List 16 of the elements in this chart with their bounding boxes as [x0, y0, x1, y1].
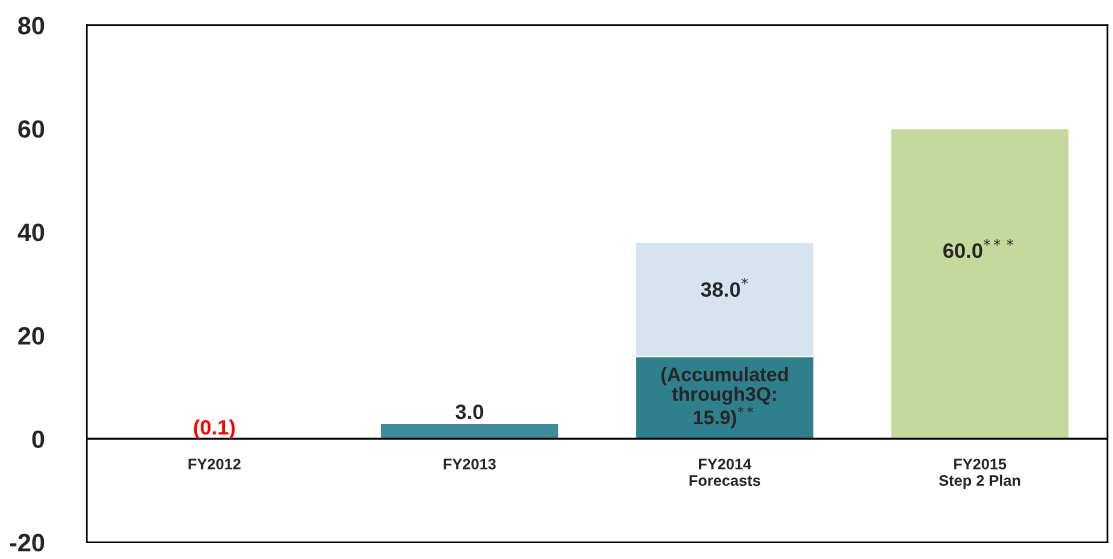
- data-label: 3.0: [455, 404, 484, 420]
- data-label: (0.1): [194, 419, 235, 439]
- y-tick-label: 60: [18, 120, 45, 138]
- x-tick-label: FY2015 Step 2 Plan: [939, 458, 1021, 489]
- bar: [889, 127, 1070, 440]
- y-tick-label: 80: [18, 16, 45, 35]
- data-label: 60.0$^{***}$: [943, 239, 1014, 259]
- y-tick-label: 40: [17, 223, 45, 242]
- x-tick-label: FY2014 Forecasts: [689, 458, 761, 486]
- x-tick-label: FY2012: [188, 458, 241, 470]
- x-tick-label: FY2013: [443, 458, 496, 470]
- data-label: (Accumulated through3Q: 15.9)$^{**}$: [661, 367, 788, 429]
- y-tick-label: 20: [18, 327, 45, 345]
- y-tick-label: 0: [32, 430, 45, 449]
- y-tick-label: -20: [10, 533, 45, 552]
- data-label: 38.0$^{*}$: [700, 277, 748, 297]
